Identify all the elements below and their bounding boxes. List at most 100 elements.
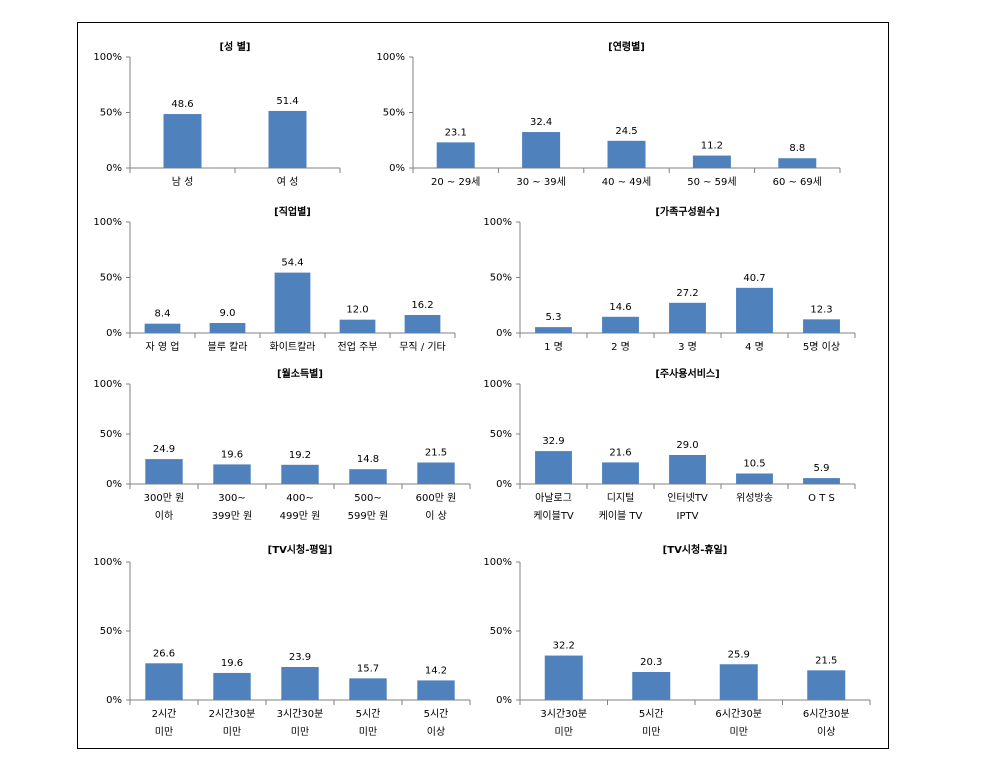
bar	[602, 316, 639, 333]
x-tick-label: 화이트칼라	[270, 340, 316, 353]
bar	[544, 655, 583, 700]
x-tick-label: 5시간	[424, 708, 449, 720]
value-label: 32.4	[530, 117, 552, 128]
x-tick-label: 50 ~ 59세	[687, 176, 736, 188]
value-label: 5.3	[546, 312, 562, 323]
x-tick-label: 미만	[291, 726, 309, 738]
y-tick-label: 100%	[93, 379, 122, 390]
x-tick-label: 위성방송	[736, 491, 773, 504]
y-tick-label: 50%	[100, 108, 122, 119]
value-label: 9.0	[220, 308, 236, 319]
bar	[417, 680, 455, 700]
x-tick-label: 무직 / 기타	[399, 341, 446, 353]
value-label: 21.5	[815, 655, 837, 666]
bar	[163, 114, 202, 168]
y-tick-label: 100%	[483, 557, 512, 568]
x-tick-label: 600만 원	[416, 492, 457, 504]
bar	[669, 455, 706, 484]
value-label: 26.6	[153, 648, 175, 659]
value-label: 24.9	[153, 444, 175, 455]
x-tick-label: 미만	[155, 726, 173, 738]
y-tick-label: 100%	[376, 52, 405, 63]
value-label: 29.0	[676, 440, 698, 451]
value-label: 5.9	[814, 463, 830, 474]
x-tick-label: 미만	[555, 726, 573, 738]
bar	[719, 664, 758, 700]
x-tick-label: 케이블TV	[533, 510, 574, 522]
y-tick-label: 0%	[106, 695, 122, 706]
value-label: 21.6	[609, 447, 631, 458]
chart-title: [주사용서비스]	[655, 367, 719, 380]
x-tick-label: 이상	[817, 726, 835, 738]
x-tick-label: 블루 칼라	[208, 340, 248, 353]
x-tick-label: 2 명	[611, 341, 630, 353]
x-tick-label: 남 성	[172, 176, 194, 188]
y-tick-label: 100%	[93, 52, 122, 63]
x-tick-label: 40 ~ 49세	[602, 176, 651, 188]
y-tick-label: 0%	[496, 479, 512, 490]
value-label: 12.3	[810, 304, 832, 315]
x-tick-label: 미만	[223, 726, 241, 738]
bar	[144, 323, 181, 333]
x-tick-label: 500~	[354, 493, 381, 504]
x-tick-label: 300만 원	[144, 492, 185, 504]
y-tick-label: 50%	[100, 429, 122, 440]
y-tick-label: 100%	[483, 379, 512, 390]
bar	[417, 462, 455, 484]
x-tick-label: 미만	[359, 726, 377, 738]
bar	[669, 302, 706, 333]
y-tick-label: 50%	[490, 429, 512, 440]
bar	[436, 142, 475, 168]
x-tick-label: 3시간30분	[277, 708, 324, 720]
bar	[281, 464, 319, 484]
x-tick-label: 6시간30분	[803, 708, 850, 720]
x-tick-label: 499만 원	[280, 510, 321, 522]
y-tick-label: 0%	[389, 163, 405, 174]
x-tick-label: 여 성	[277, 176, 299, 188]
y-tick-label: 0%	[106, 479, 122, 490]
x-tick-label: 599만 원	[348, 510, 389, 522]
bar	[602, 462, 639, 484]
x-tick-label: 30 ~ 39세	[516, 176, 565, 188]
bar	[209, 323, 246, 333]
bar	[692, 155, 731, 168]
x-tick-label: 이하	[155, 509, 173, 522]
x-tick-label: 6시간30분	[715, 708, 762, 720]
y-tick-label: 50%	[100, 273, 122, 284]
value-label: 23.1	[445, 127, 467, 138]
value-label: 20.3	[640, 657, 662, 668]
value-label: 54.4	[281, 258, 303, 269]
bar	[349, 678, 387, 700]
value-label: 19.6	[221, 449, 243, 460]
value-label: 11.2	[701, 141, 723, 152]
chart-title: [월소득별]	[277, 367, 323, 380]
y-tick-label: 100%	[93, 557, 122, 568]
bar	[803, 478, 840, 484]
bar	[274, 272, 311, 333]
x-tick-label: 400~	[286, 493, 313, 504]
y-tick-label: 100%	[483, 217, 512, 228]
value-label: 15.7	[357, 663, 379, 674]
chart-title: [가족구성원수]	[655, 205, 719, 218]
value-label: 48.6	[171, 99, 193, 110]
bar	[339, 319, 376, 333]
value-label: 32.9	[542, 436, 564, 447]
value-label: 16.2	[411, 300, 433, 311]
chart-title: [TV시청-휴일]	[663, 543, 728, 556]
x-tick-label: 5시간	[356, 708, 381, 720]
x-tick-label: 5시간	[639, 708, 664, 720]
frame	[77, 22, 889, 749]
value-label: 27.2	[676, 288, 698, 299]
x-tick-label: 60 ~ 69세	[773, 176, 822, 188]
x-tick-label: 3 명	[678, 341, 697, 353]
value-label: 32.2	[553, 641, 575, 652]
x-tick-label: 3시간30분	[540, 708, 587, 720]
y-tick-label: 50%	[490, 626, 512, 637]
value-label: 23.9	[289, 652, 311, 663]
value-label: 14.8	[357, 454, 379, 465]
x-tick-label: 5명 이상	[803, 341, 840, 353]
y-tick-label: 50%	[490, 273, 512, 284]
x-tick-label: 2시간	[152, 708, 177, 720]
chart-title: [연령별]	[608, 40, 645, 53]
x-tick-label: 4 명	[745, 341, 764, 353]
